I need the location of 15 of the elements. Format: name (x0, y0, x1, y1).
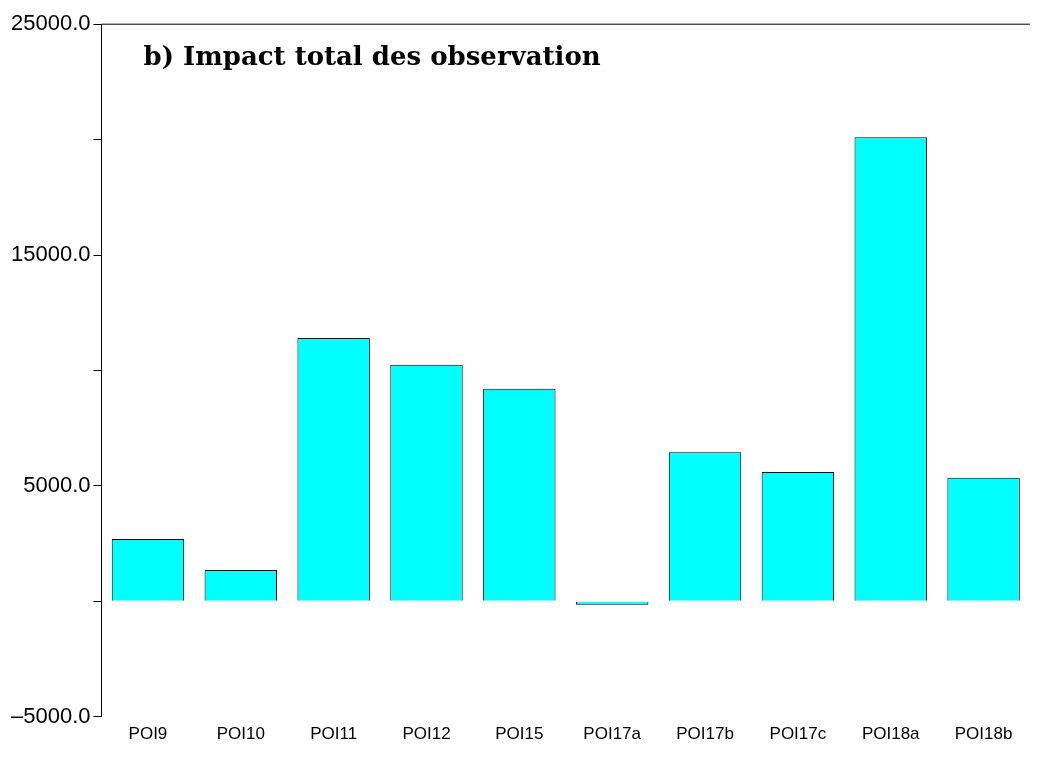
x-tick-label: POI18b (954, 724, 1013, 744)
x-tick-label: POI17c (769, 724, 827, 744)
y-tick-label: 25000.0 (10, 10, 91, 36)
x-tick-label: POI15 (495, 724, 544, 744)
x-tick-label: POI17a (583, 724, 642, 744)
x-tick-label: POI9 (128, 724, 168, 744)
y-tick-label: 5000.0 (23, 471, 91, 497)
x-tick-label: POI10 (216, 724, 265, 744)
x-tick-label: POI18a (861, 724, 921, 744)
text: b) Impact total des observation (143, 40, 601, 71)
y-tick-label: 15000.0 (10, 241, 91, 267)
x-tick-label: POI12 (402, 724, 451, 744)
x-tick-label: POI11 (310, 724, 358, 744)
x-tick-label: POI17b (676, 724, 734, 744)
y-tick-label: –5000.0 (10, 702, 91, 728)
